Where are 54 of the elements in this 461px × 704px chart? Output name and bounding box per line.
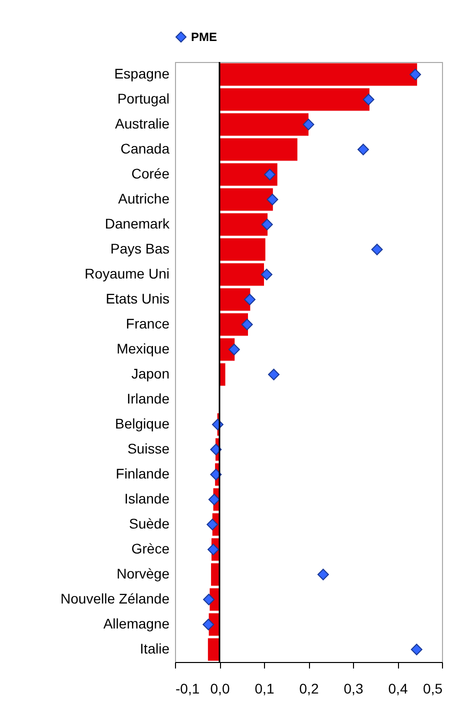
y-tick-label: Royaume Uni [84, 266, 170, 282]
point [203, 594, 215, 606]
y-tick-label: Corée [131, 166, 170, 182]
y-tick-label: Espagne [114, 66, 170, 82]
x-tick-label: 0,0 [210, 680, 230, 696]
point [210, 468, 222, 480]
y-tick-label: Autriche [118, 190, 170, 206]
point [266, 194, 278, 206]
y-tick-label: Australie [115, 116, 170, 132]
y-tick-label: Suisse [127, 440, 170, 456]
x-tick-label: 0,1 [254, 680, 274, 696]
point [317, 568, 329, 580]
y-tick-label: Irlande [126, 390, 170, 406]
point [228, 344, 240, 356]
y-tick-label: Allemagne [103, 616, 170, 632]
y-tick-label: Suède [129, 516, 170, 532]
y-tick-label: Nouvelle Zélande [60, 590, 170, 606]
x-tick-label: 0,3 [344, 680, 364, 696]
point [244, 294, 256, 306]
point [260, 268, 272, 280]
legend-label: PME [191, 30, 218, 44]
x-tick-label: 0,4 [388, 680, 408, 696]
y-tick-label: Etats Unis [106, 290, 170, 306]
point [264, 168, 276, 180]
point [208, 494, 220, 506]
point [208, 544, 220, 556]
y-tick-label: Islande [124, 490, 170, 506]
y-tick-label: Italie [140, 640, 170, 656]
x-tick-label: 0,2 [299, 680, 319, 696]
point [241, 318, 253, 330]
point [410, 68, 422, 80]
y-tick-label: Pays Bas [110, 240, 170, 256]
point [302, 118, 314, 130]
point [410, 644, 422, 656]
point [261, 218, 273, 230]
x-tick-label: -0,1 [176, 680, 200, 696]
point [268, 368, 280, 380]
y-tick-label: Finlande [116, 466, 170, 482]
y-tick-label: France [126, 316, 170, 332]
y-tick-label: Canada [120, 140, 170, 156]
y-tick-label: Norvège [116, 566, 170, 582]
point [362, 94, 374, 106]
point [206, 518, 218, 530]
point [371, 244, 383, 256]
point [357, 144, 369, 156]
y-tick-label: Grèce [131, 540, 170, 556]
x-tick-label: 0,5 [423, 680, 443, 696]
point [210, 444, 222, 456]
y-tick-label: Danemark [104, 216, 170, 232]
y-tick-label: Japon [131, 366, 170, 382]
y-tick-label: Mexique [116, 340, 170, 356]
y-tick-label: Portugal [117, 90, 170, 106]
point [202, 618, 214, 630]
y-tick-label: Belgique [115, 416, 170, 432]
